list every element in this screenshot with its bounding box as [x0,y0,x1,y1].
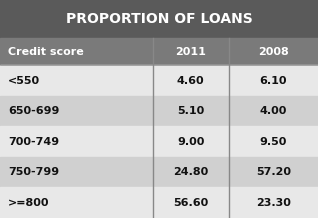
Text: 56.60: 56.60 [173,198,208,208]
Bar [0,65,318,96]
Text: PROPORTION OF LOANS: PROPORTION OF LOANS [66,12,252,26]
Text: <550: <550 [8,76,40,86]
Text: 9.00: 9.00 [177,137,204,147]
Bar [0,187,318,218]
Text: 2011: 2011 [175,47,206,57]
Text: 750-799: 750-799 [8,167,59,177]
Bar [0,96,318,126]
Text: 57.20: 57.20 [256,167,291,177]
Bar [0,157,318,187]
Text: 650-699: 650-699 [8,106,59,116]
Text: 9.50: 9.50 [260,137,287,147]
Text: 24.80: 24.80 [173,167,208,177]
Text: 23.30: 23.30 [256,198,291,208]
Text: 2008: 2008 [258,47,289,57]
Bar [0,126,318,157]
Bar [0,0,318,38]
Text: 6.10: 6.10 [260,76,287,86]
Text: 4.00: 4.00 [260,106,287,116]
Text: Credit score: Credit score [8,47,84,57]
Bar [0,38,318,65]
Text: 4.60: 4.60 [177,76,204,86]
Text: 5.10: 5.10 [177,106,204,116]
Text: >=800: >=800 [8,198,50,208]
Text: 700-749: 700-749 [8,137,59,147]
